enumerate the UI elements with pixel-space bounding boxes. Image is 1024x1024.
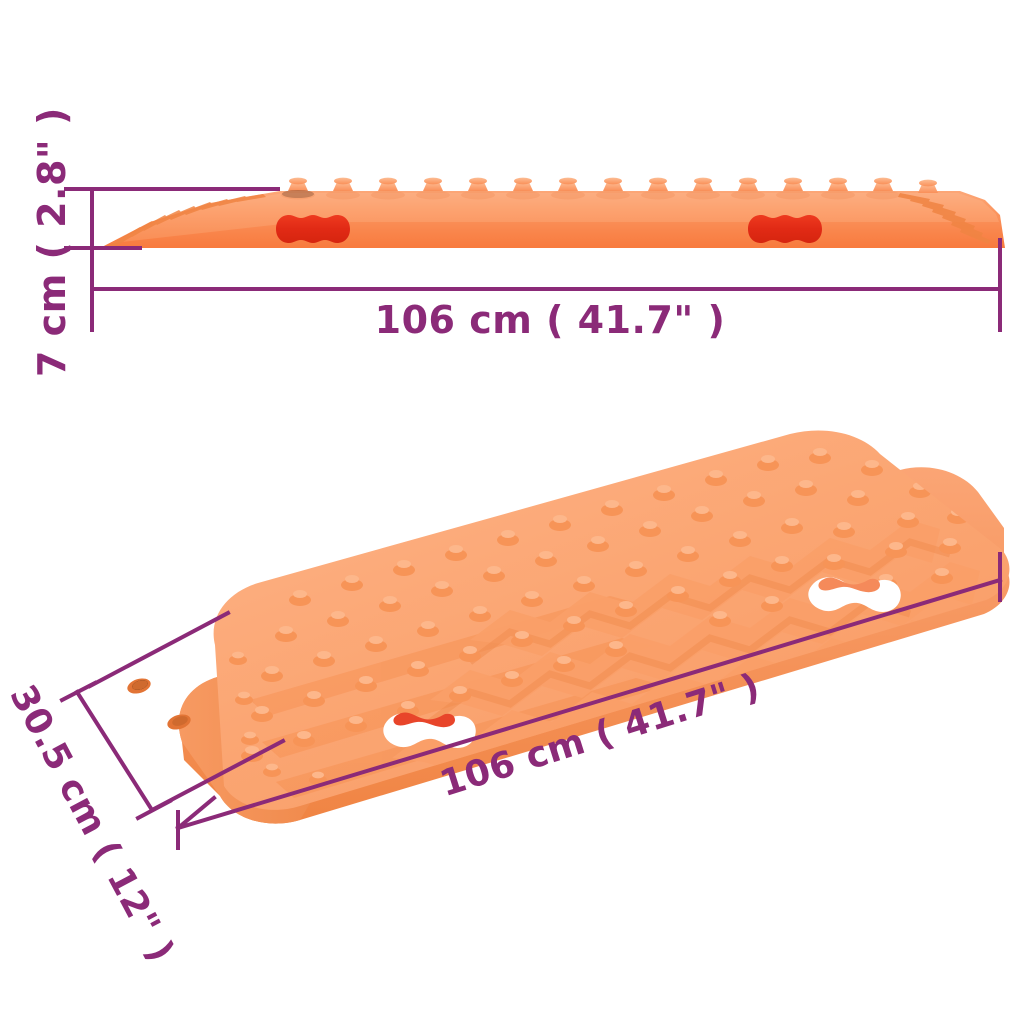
dimension-label-height: 7 cm ( 2.8" ) — [30, 107, 74, 377]
perspective-handle-slot-left — [383, 712, 476, 748]
mounting-holes — [127, 678, 191, 730]
perspective-handle-slot-right — [808, 577, 901, 612]
side-view-studs — [281, 177, 938, 200]
dimension-label-side-length: 106 cm ( 41.7" ) — [374, 298, 726, 342]
side-view-handle-slot-right — [748, 215, 822, 243]
dimension-label-width: 30.5 cm ( 12" ) — [1, 678, 182, 969]
perspective-dimension-lines — [59, 552, 1003, 850]
side-view-board — [100, 177, 1005, 249]
side-view-handle-slot-left — [276, 215, 350, 243]
dimension-label-perspective-length: 106 cm ( 41.7" ) — [435, 665, 765, 806]
